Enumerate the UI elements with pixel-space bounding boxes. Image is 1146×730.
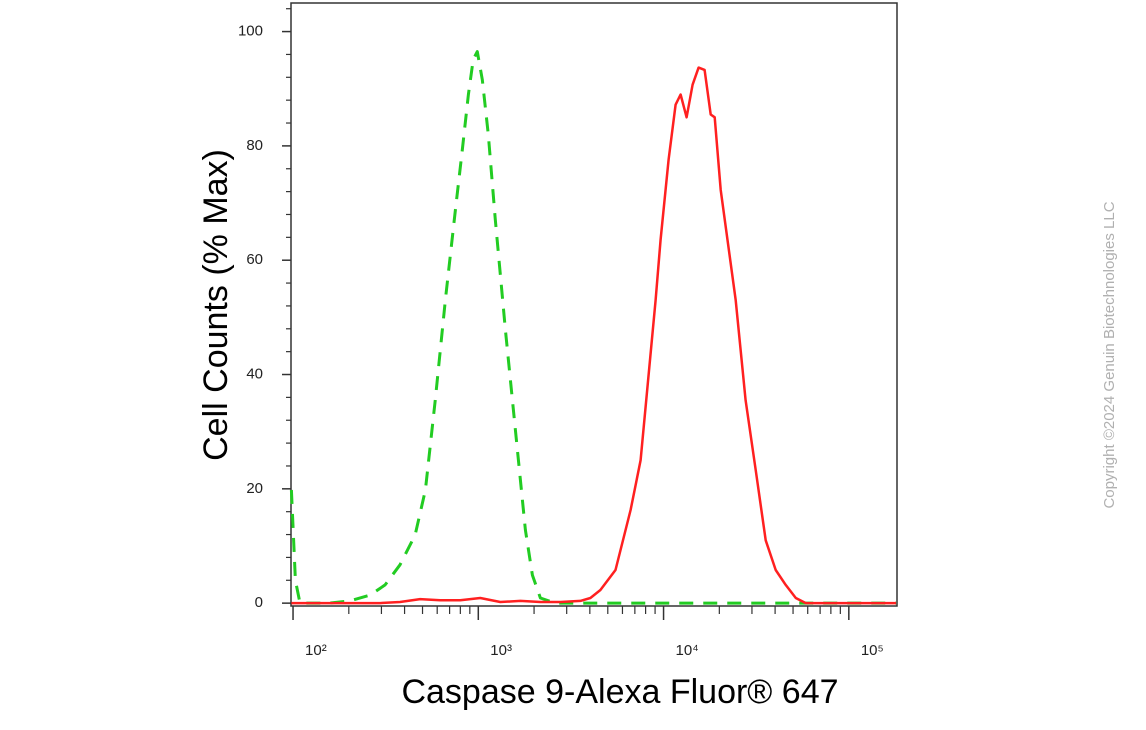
plot-frame xyxy=(290,2,898,607)
y-tick-label: 0 xyxy=(255,594,263,611)
x-axis-label: Caspase 9-Alexa Fluor® 647 xyxy=(401,673,838,711)
y-tick-label: 100 xyxy=(238,23,263,40)
histogram-line xyxy=(291,66,897,605)
x-tick-label: 10² xyxy=(305,642,327,659)
y-tick-label: 40 xyxy=(246,365,263,382)
y-axis-label: Cell Counts (% Max) xyxy=(197,149,235,461)
y-tick-label: 80 xyxy=(246,137,263,154)
watermark: Copyright ©2024 Genuin Biotechnologies L… xyxy=(1101,201,1118,508)
y-tick-label: 60 xyxy=(246,251,263,268)
x-tick-label: 10⁴ xyxy=(676,642,699,659)
y-tick-label: 20 xyxy=(246,480,263,497)
x-tick-label: 10³ xyxy=(490,642,512,659)
histogram-line xyxy=(289,50,897,605)
x-tick-label: 10⁵ xyxy=(861,642,884,659)
